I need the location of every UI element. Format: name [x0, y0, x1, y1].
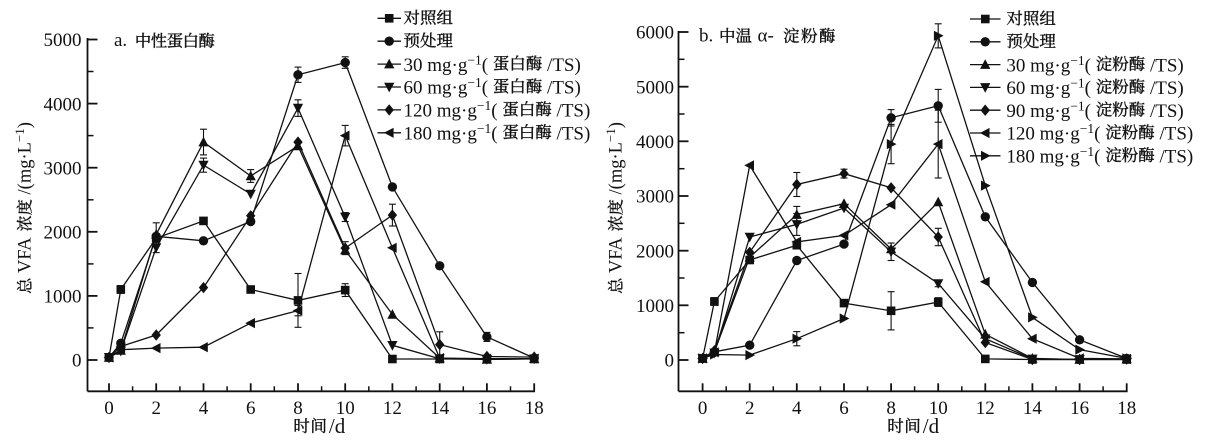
svg-text:/TS): /TS) — [542, 55, 581, 76]
svg-text:−1: −1 — [12, 128, 27, 142]
svg-text:/d: /d — [329, 414, 346, 438]
svg-text:/TS): /TS) — [1145, 101, 1184, 122]
svg-text:2: 2 — [151, 398, 161, 419]
svg-text:/d: /d — [923, 414, 940, 438]
svg-text:1000: 1000 — [636, 296, 674, 317]
svg-text:0: 0 — [72, 351, 82, 372]
svg-text:/TS): /TS) — [1145, 55, 1184, 76]
svg-text:3000: 3000 — [44, 158, 82, 179]
svg-text:6000: 6000 — [636, 23, 674, 44]
svg-text:/TS): /TS) — [542, 78, 581, 99]
svg-text:(: ( — [491, 101, 502, 122]
svg-text:a.: a. — [114, 30, 127, 51]
svg-text:12: 12 — [383, 398, 402, 419]
svg-text:18: 18 — [1117, 398, 1136, 419]
svg-text:0: 0 — [698, 398, 708, 419]
svg-text:(: ( — [482, 78, 493, 99]
svg-text:60 mg·g: 60 mg·g — [404, 78, 468, 99]
svg-text:3000: 3000 — [636, 187, 674, 208]
svg-text:−1: −1 — [467, 52, 481, 67]
svg-text:1000: 1000 — [44, 287, 82, 308]
svg-text:VFA: VFA — [16, 233, 36, 278]
svg-text:120 mg·g: 120 mg·g — [404, 101, 478, 122]
svg-text:4000: 4000 — [44, 94, 82, 115]
svg-text:): ) — [607, 122, 627, 128]
svg-text:30 mg·g: 30 mg·g — [404, 55, 468, 76]
svg-text:6: 6 — [246, 398, 256, 419]
svg-text:2: 2 — [745, 398, 755, 419]
svg-text:14: 14 — [1023, 398, 1043, 419]
svg-text:/TS): /TS) — [1145, 78, 1184, 99]
svg-text:(: ( — [1094, 147, 1105, 168]
svg-text:/(mg·L: /(mg·L — [16, 142, 36, 199]
svg-text:(: ( — [1085, 101, 1096, 122]
svg-text:−1: −1 — [603, 128, 618, 142]
svg-text:(: ( — [1085, 78, 1096, 99]
svg-text:2000: 2000 — [636, 241, 674, 262]
svg-text:120 mg·g: 120 mg·g — [1006, 124, 1080, 145]
svg-text:(: ( — [1085, 55, 1096, 76]
svg-text:0: 0 — [665, 351, 675, 372]
svg-text:(: ( — [491, 124, 502, 145]
svg-text:−1: −1 — [1080, 121, 1094, 136]
svg-text:90 mg·g: 90 mg·g — [1006, 101, 1070, 122]
svg-text:10: 10 — [336, 398, 355, 419]
svg-text:4: 4 — [199, 398, 209, 419]
svg-text:60 mg·g: 60 mg·g — [1006, 78, 1070, 99]
svg-text:): ) — [16, 122, 36, 128]
svg-text:−1: −1 — [477, 98, 491, 113]
svg-text:−1: −1 — [1070, 98, 1084, 113]
svg-text:/(mg·L: /(mg·L — [607, 142, 627, 199]
svg-text:2000: 2000 — [44, 223, 82, 244]
svg-text:/TS): /TS) — [1155, 147, 1194, 168]
svg-text:10: 10 — [929, 398, 948, 419]
svg-text:8: 8 — [886, 398, 896, 419]
svg-text:(: ( — [482, 55, 493, 76]
svg-text:−1: −1 — [1070, 53, 1084, 68]
svg-text:−1: −1 — [467, 75, 481, 90]
svg-text:4000: 4000 — [636, 132, 674, 153]
svg-text:/TS): /TS) — [1155, 124, 1194, 145]
svg-text:/TS): /TS) — [552, 124, 591, 145]
svg-text:0: 0 — [104, 398, 114, 419]
svg-text:5000: 5000 — [636, 77, 674, 98]
svg-text:8: 8 — [293, 398, 303, 419]
svg-text:4: 4 — [792, 398, 802, 419]
svg-text:12: 12 — [976, 398, 995, 419]
svg-text:6: 6 — [839, 398, 849, 419]
svg-text:14: 14 — [430, 398, 450, 419]
svg-text:α-: α- — [758, 25, 774, 46]
svg-text:180 mg·g: 180 mg·g — [1006, 147, 1080, 168]
svg-text:16: 16 — [1070, 398, 1089, 419]
svg-text:VFA: VFA — [607, 233, 627, 278]
svg-text:5000: 5000 — [44, 30, 82, 51]
svg-text:16: 16 — [477, 398, 496, 419]
svg-text:30 mg·g: 30 mg·g — [1006, 55, 1070, 76]
svg-text:−1: −1 — [1080, 144, 1094, 159]
svg-text:18: 18 — [525, 398, 544, 419]
svg-text:(: ( — [1094, 124, 1105, 145]
svg-text:/TS): /TS) — [552, 101, 591, 122]
svg-text:−1: −1 — [477, 121, 491, 136]
svg-text:180 mg·g: 180 mg·g — [404, 124, 478, 145]
svg-text:b.: b. — [699, 25, 713, 46]
svg-text:−1: −1 — [1070, 76, 1084, 91]
